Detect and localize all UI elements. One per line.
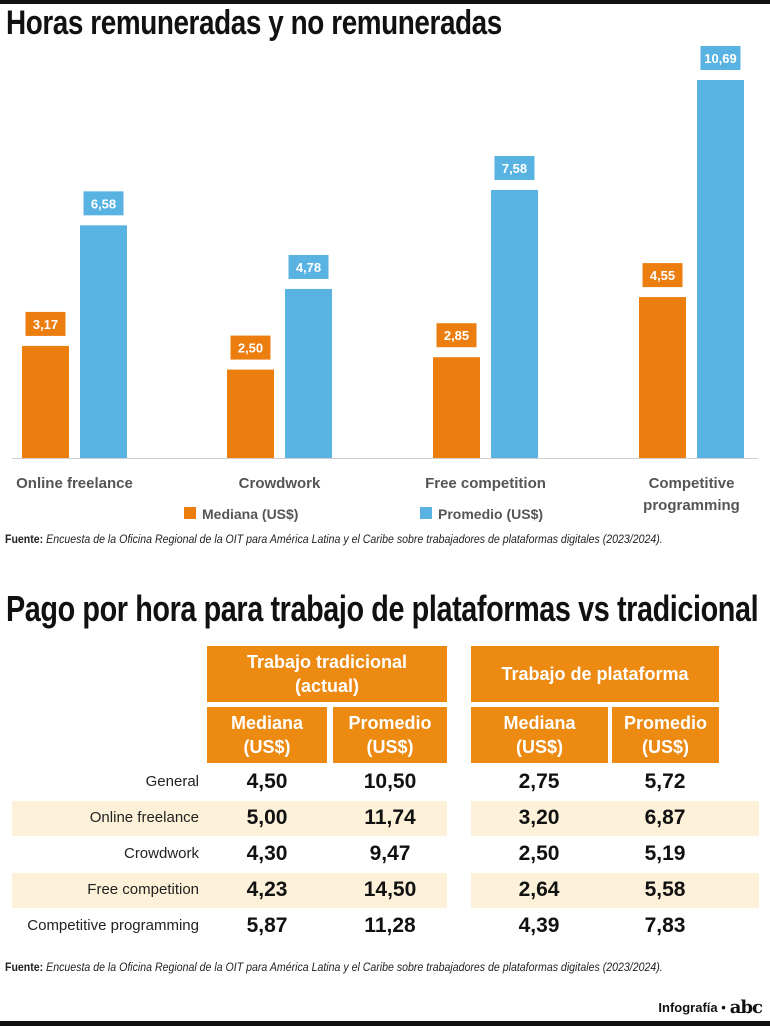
chart-title: Horas remuneradas y no remuneradas: [6, 4, 502, 42]
legend-label: Promedio (US$): [438, 506, 543, 522]
legend-label: Mediana (US$): [202, 506, 298, 522]
cell: 6,87: [644, 806, 686, 829]
bar: [433, 357, 480, 458]
bar: [491, 189, 538, 458]
col-header-trad-promedio: Promedio (US$): [333, 707, 447, 763]
data-label: 3,17: [33, 317, 58, 332]
cell: 4,50: [246, 770, 288, 793]
cell: 3,20: [518, 806, 560, 829]
data-label-box: [83, 191, 124, 216]
group-header-platform: Trabajo de plataforma: [471, 646, 719, 702]
data-label-box: [230, 335, 271, 360]
category-label: Crowdwork: [239, 475, 321, 492]
col-header-plat-promedio: Promedio (US$): [612, 707, 719, 763]
row-label-online-freelance: Online freelance: [89, 809, 199, 826]
col-header-trad-mediana: Mediana (US$): [207, 707, 327, 763]
cell: 2,64: [518, 878, 560, 901]
data-label: 2,50: [238, 341, 263, 356]
credit-text: Infografía •: [658, 1000, 726, 1015]
row-band: [12, 873, 447, 908]
cell: 4,30: [246, 842, 288, 865]
cell: 5,19: [644, 842, 686, 865]
data-label-box: [494, 155, 535, 180]
cell: 9,47: [369, 842, 411, 865]
data-label: 4,78: [296, 260, 321, 275]
footer-credit: Infografía • abc: [658, 996, 763, 1018]
bar: [639, 297, 686, 458]
data-label-box: [25, 311, 66, 336]
data-label-box: [642, 263, 683, 288]
cell: 14,50: [363, 878, 417, 901]
cell: 10,50: [363, 770, 417, 793]
legend-swatch: [184, 507, 196, 519]
data-label-box: [436, 323, 477, 348]
category-label: Competitive: [649, 475, 735, 492]
data-label-box: [700, 46, 741, 70]
data-label: 4,55: [650, 268, 675, 283]
row-label-competitive-programming: Competitive programming: [27, 917, 199, 934]
top-rule: [0, 0, 770, 4]
cell: 5,87: [246, 914, 288, 937]
chart-source: Fuente: Encuesta de la Oficina Regional …: [5, 534, 663, 546]
cell: 4,23: [246, 878, 288, 901]
cell: 5,00: [246, 806, 288, 829]
row-band: [12, 801, 447, 836]
bar: [227, 369, 274, 458]
cell: 11,74: [364, 806, 416, 829]
data-label-box: [288, 254, 329, 279]
row-label-crowdwork: Crowdwork: [123, 845, 199, 862]
cell: 5,72: [644, 770, 686, 793]
bar: [285, 288, 332, 458]
col-header-plat-mediana: Mediana (US$): [471, 707, 608, 763]
category-label: Online freelance: [16, 475, 133, 492]
row-label-general: General: [145, 773, 199, 790]
cell: 11,28: [364, 914, 416, 937]
cell: 2,75: [518, 770, 560, 793]
bar-chart: 3,17 6,58 Online freelance 2,50 4,78 Crowdwor…: [12, 46, 758, 522]
cell: 4,39: [518, 914, 560, 937]
data-label: 10,69: [704, 51, 737, 66]
bottom-rule: [0, 1021, 770, 1026]
data-label: 7,58: [502, 161, 527, 176]
row-band: [471, 873, 759, 908]
source-label: Fuente:: [5, 962, 44, 974]
row-label-free-competition: Free competition: [87, 881, 199, 898]
table-title: Pago por hora para trabajo de plataforma…: [6, 588, 759, 629]
cell: 5,58: [644, 878, 686, 901]
data-label: 2,85: [444, 328, 469, 343]
bar: [697, 80, 744, 458]
source-text: Encuesta de la Oficina Regional de la OI…: [46, 962, 663, 974]
source-text: Encuesta de la Oficina Regional de la OI…: [46, 534, 663, 546]
category-label: Free competition: [425, 475, 546, 492]
data-label: 6,58: [91, 196, 116, 211]
category-label: programming: [643, 497, 740, 514]
group-header-traditional: Trabajo tradicional (actual): [207, 646, 447, 702]
source-label: Fuente:: [5, 534, 44, 546]
cell: 7,83: [644, 914, 686, 937]
cell: 2,50: [518, 842, 560, 865]
legend-swatch: [420, 507, 432, 519]
abc-logo: abc: [729, 996, 763, 1018]
bar: [80, 225, 127, 458]
table-source: Fuente: Encuesta de la Oficina Regional …: [5, 962, 663, 974]
row-band: [471, 801, 759, 836]
bar: [22, 345, 69, 458]
